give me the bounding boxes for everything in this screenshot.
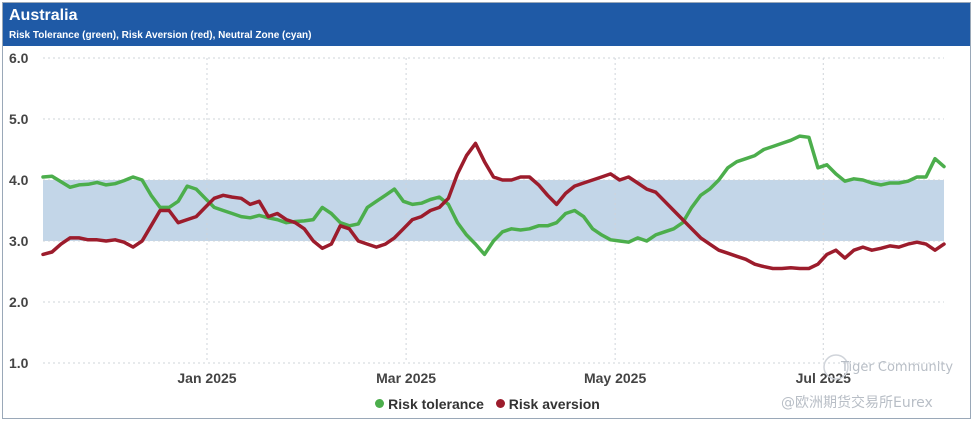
y-tick-label-1: 2.0 [9,294,29,310]
x-tick-label-3: Jul 2025 [796,370,851,386]
series-line-risk-aversion [41,141,946,271]
line-chart: 1.0 2.0 3.0 4.0 5.0 6.0 Jan 2025 Mar 2025 May 20… [9,50,946,386]
legend-item-risk-tolerance[interactable]: Risk tolerance [375,396,484,412]
legend-dot-risk-tolerance [375,399,385,408]
chart-title: Australia [9,7,78,24]
x-tick-label-2: May 2025 [584,370,646,386]
y-tick-label-2: 3.0 [9,233,29,249]
y-tick-label-3: 4.0 [9,172,29,188]
neutral-zone-band [43,180,944,241]
watermark-line2: @欧洲期货交易所Eurex [781,395,933,411]
chart-frame: Australia Risk Tolerance (green), Risk A… [2,2,971,419]
legend-label-risk-aversion: Risk aversion [508,396,600,412]
legend-item-risk-aversion[interactable]: Risk aversion [495,396,600,412]
watermark-logo-icon [823,354,849,380]
legend-dot-risk-aversion [495,399,505,408]
chart-header: Australia Risk Tolerance (green), Risk A… [3,3,970,46]
legend-label-risk-tolerance: Risk tolerance [388,396,484,412]
x-tick-label-1: Mar 2025 [376,370,436,386]
y-tick-label-4: 5.0 [9,111,29,127]
y-tick-label-5: 6.0 [9,50,29,66]
series-line-risk-tolerance [41,134,946,257]
chart-subtitle: Risk Tolerance (green), Risk Aversion (r… [9,30,312,41]
x-tick-label-0: Jan 2025 [177,370,236,386]
chart-legend: Risk tolerance Risk aversion [3,396,972,412]
y-tick-label-0: 1.0 [9,355,29,371]
watermark-line1: Tiger Community [841,360,954,375]
